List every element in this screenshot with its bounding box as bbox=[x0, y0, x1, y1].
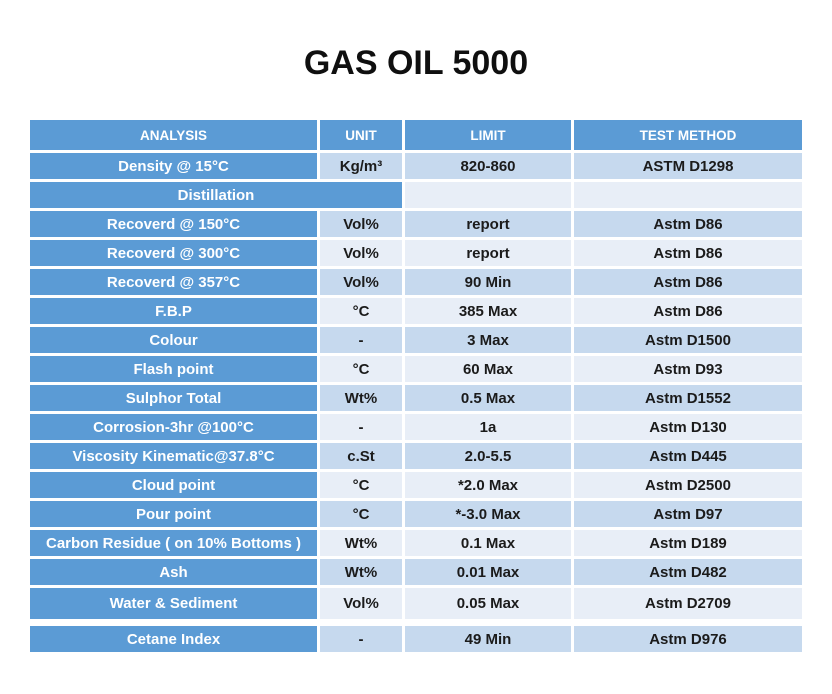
analysis-cell: Density @ 15°C bbox=[30, 153, 317, 179]
limit-cell: 0.01 Max bbox=[405, 559, 571, 585]
limit-cell: report bbox=[405, 211, 571, 237]
table-body: Density @ 15°C Kg/m³ 820-860 ASTM D1298 … bbox=[30, 153, 802, 652]
method-cell: Astm D86 bbox=[574, 269, 802, 295]
method-cell: Astm D445 bbox=[574, 443, 802, 469]
table-header-row: ANALYSIS UNIT LIMIT TEST METHOD bbox=[30, 120, 802, 150]
unit-cell: Wt% bbox=[320, 530, 402, 556]
table-row-cloud-point: Cloud point °C *2.0 Max Astm D2500 bbox=[30, 472, 802, 498]
method-cell: Astm D189 bbox=[574, 530, 802, 556]
unit-cell: Wt% bbox=[320, 559, 402, 585]
limit-cell: 1a bbox=[405, 414, 571, 440]
limit-cell: 820-860 bbox=[405, 153, 571, 179]
unit-cell: Vol% bbox=[320, 211, 402, 237]
col-header-test-method: TEST METHOD bbox=[574, 120, 802, 150]
table-row-fbp: F.B.P °C 385 Max Astm D86 bbox=[30, 298, 802, 324]
method-cell bbox=[574, 182, 802, 208]
limit-cell: *-3.0 Max bbox=[405, 501, 571, 527]
analysis-cell-merged: Distillation bbox=[30, 182, 402, 208]
table-row-recoverd-150: Recoverd @ 150°C Vol% report Astm D86 bbox=[30, 211, 802, 237]
limit-cell: 385 Max bbox=[405, 298, 571, 324]
unit-cell: - bbox=[320, 414, 402, 440]
table-row-cetane-index: Cetane Index - 49 Min Astm D976 bbox=[30, 626, 802, 652]
unit-cell: Kg/m³ bbox=[320, 153, 402, 179]
page-title: GAS OIL 5000 bbox=[303, 44, 529, 82]
limit-cell: *2.0 Max bbox=[405, 472, 571, 498]
analysis-cell: Corrosion-3hr @100°C bbox=[30, 414, 317, 440]
analysis-cell: Colour bbox=[30, 327, 317, 353]
analysis-cell: Ash bbox=[30, 559, 317, 585]
spacer-cell bbox=[30, 622, 802, 623]
limit-cell: 60 Max bbox=[405, 356, 571, 382]
analysis-cell: Cetane Index bbox=[30, 626, 317, 652]
method-cell: Astm D93 bbox=[574, 356, 802, 382]
method-cell: Astm D130 bbox=[574, 414, 802, 440]
analysis-cell: Cloud point bbox=[30, 472, 317, 498]
unit-cell: - bbox=[320, 327, 402, 353]
unit-cell: °C bbox=[320, 356, 402, 382]
col-header-analysis: ANALYSIS bbox=[30, 120, 317, 150]
table-row-pour-point: Pour point °C *-3.0 Max Astm D97 bbox=[30, 501, 802, 527]
method-cell: Astm D976 bbox=[574, 626, 802, 652]
method-cell: Astm D86 bbox=[574, 211, 802, 237]
table-row-recoverd-357: Recoverd @ 357°C Vol% 90 Min Astm D86 bbox=[30, 269, 802, 295]
method-cell: Astm D1552 bbox=[574, 385, 802, 411]
unit-cell: - bbox=[320, 626, 402, 652]
unit-cell: Vol% bbox=[320, 588, 402, 619]
method-cell: ASTM D1298 bbox=[574, 153, 802, 179]
limit-cell bbox=[405, 182, 571, 208]
analysis-cell: Carbon Residue ( on 10% Bottoms ) bbox=[30, 530, 317, 556]
limit-cell: 90 Min bbox=[405, 269, 571, 295]
limit-cell: report bbox=[405, 240, 571, 266]
limit-cell: 0.05 Max bbox=[405, 588, 571, 619]
table-row-sulphor-total: Sulphor Total Wt% 0.5 Max Astm D1552 bbox=[30, 385, 802, 411]
table-row-colour: Colour - 3 Max Astm D1500 bbox=[30, 327, 802, 353]
method-cell: Astm D482 bbox=[574, 559, 802, 585]
unit-cell: °C bbox=[320, 472, 402, 498]
analysis-cell: Water & Sediment bbox=[30, 588, 317, 619]
row-spacer bbox=[30, 622, 802, 623]
analysis-cell: F.B.P bbox=[30, 298, 317, 324]
limit-cell: 3 Max bbox=[405, 327, 571, 353]
method-cell: Astm D86 bbox=[574, 298, 802, 324]
analysis-cell: Viscosity Kinematic@37.8°C bbox=[30, 443, 317, 469]
method-cell: Astm D2500 bbox=[574, 472, 802, 498]
unit-cell: Vol% bbox=[320, 240, 402, 266]
unit-cell: °C bbox=[320, 501, 402, 527]
table-header: ANALYSIS UNIT LIMIT TEST METHOD bbox=[30, 120, 802, 150]
unit-cell: c.St bbox=[320, 443, 402, 469]
table-row-viscosity: Viscosity Kinematic@37.8°C c.St 2.0-5.5 … bbox=[30, 443, 802, 469]
limit-cell: 49 Min bbox=[405, 626, 571, 652]
col-header-unit: UNIT bbox=[320, 120, 402, 150]
table-row-ash: Ash Wt% 0.01 Max Astm D482 bbox=[30, 559, 802, 585]
limit-cell: 0.1 Max bbox=[405, 530, 571, 556]
analysis-cell: Pour point bbox=[30, 501, 317, 527]
table-row-carbon-residue: Carbon Residue ( on 10% Bottoms ) Wt% 0.… bbox=[30, 530, 802, 556]
unit-cell: Wt% bbox=[320, 385, 402, 411]
analysis-cell: Recoverd @ 300°C bbox=[30, 240, 317, 266]
method-cell: Astm D2709 bbox=[574, 588, 802, 619]
analysis-cell: Recoverd @ 357°C bbox=[30, 269, 317, 295]
table-row-flash-point: Flash point °C 60 Max Astm D93 bbox=[30, 356, 802, 382]
method-cell: Astm D97 bbox=[574, 501, 802, 527]
table-row-recoverd-300: Recoverd @ 300°C Vol% report Astm D86 bbox=[30, 240, 802, 266]
limit-cell: 0.5 Max bbox=[405, 385, 571, 411]
analysis-cell: Recoverd @ 150°C bbox=[30, 211, 317, 237]
spec-table: ANALYSIS UNIT LIMIT TEST METHOD Density … bbox=[27, 117, 805, 655]
unit-cell: °C bbox=[320, 298, 402, 324]
method-cell: Astm D86 bbox=[574, 240, 802, 266]
analysis-cell: Sulphor Total bbox=[30, 385, 317, 411]
table-row-distillation: Distillation bbox=[30, 182, 802, 208]
method-cell: Astm D1500 bbox=[574, 327, 802, 353]
unit-cell: Vol% bbox=[320, 269, 402, 295]
table-row-corrosion: Corrosion-3hr @100°C - 1a Astm D130 bbox=[30, 414, 802, 440]
table-row-water-sediment: Water & Sediment Vol% 0.05 Max Astm D270… bbox=[30, 588, 802, 619]
analysis-cell: Flash point bbox=[30, 356, 317, 382]
table-row-density: Density @ 15°C Kg/m³ 820-860 ASTM D1298 bbox=[30, 153, 802, 179]
limit-cell: 2.0-5.5 bbox=[405, 443, 571, 469]
col-header-limit: LIMIT bbox=[405, 120, 571, 150]
